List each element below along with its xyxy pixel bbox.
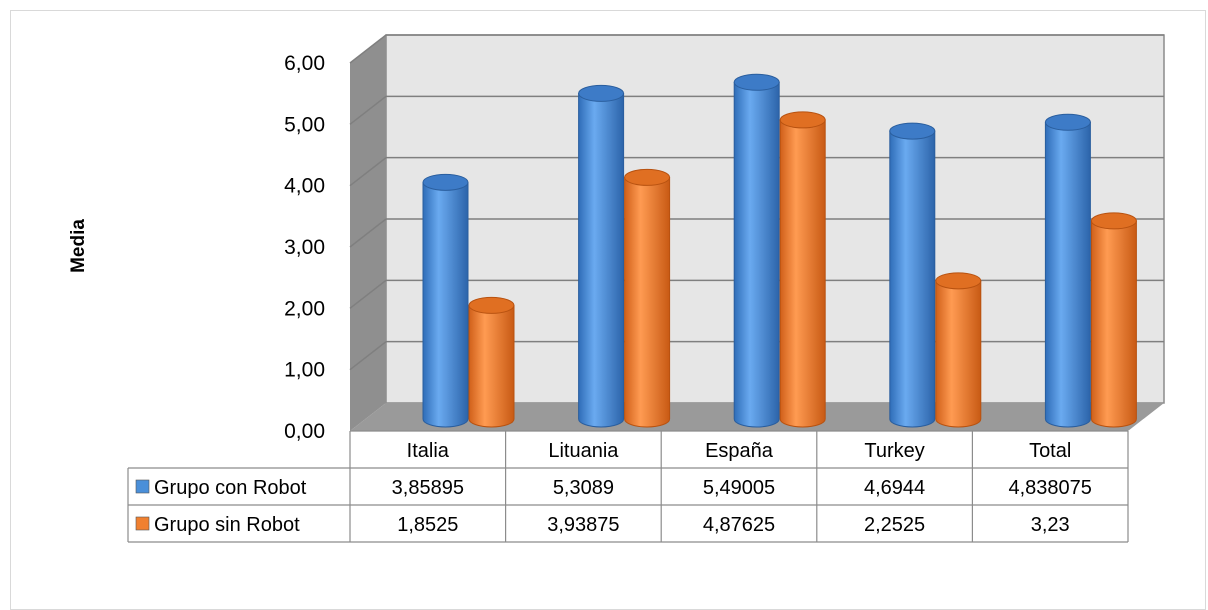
data-label: 4,838075 — [1008, 477, 1091, 499]
data-label: 5,3089 — [553, 477, 614, 499]
x-tick-label: Total — [1029, 440, 1071, 462]
y-tick-label: 2,00 — [284, 297, 325, 320]
bar-body — [935, 280, 982, 428]
y-tick-label: 5,00 — [284, 113, 325, 136]
bars — [422, 73, 1137, 428]
bar — [1090, 212, 1137, 428]
bar-body — [578, 92, 625, 428]
bar-body — [1044, 121, 1091, 428]
bar-chart-3d: 0,00 1,00 2,00 3,00 4,00 5,00 6,00 Media Itali… — [68, 34, 1165, 543]
gridline — [349, 279, 387, 309]
y-tick-label: 3,00 — [284, 236, 325, 259]
bar-top — [1044, 113, 1091, 131]
legend-entry: Grupo sin Robot — [154, 514, 300, 536]
bar — [1044, 113, 1091, 428]
bar — [468, 296, 515, 428]
bar-top — [624, 168, 671, 186]
x-tick-label: España — [705, 440, 774, 462]
bar-top — [578, 84, 625, 102]
data-label: 3,93875 — [547, 514, 619, 536]
x-tick-label: Lituania — [548, 440, 619, 462]
y-tick-label: 0,00 — [284, 420, 325, 443]
data-table: Italia Lituania España Turkey Total Grupo con… — [127, 430, 1129, 543]
gridline — [349, 157, 387, 187]
gridline — [349, 34, 387, 64]
gridline — [349, 218, 387, 248]
bar-body — [468, 304, 515, 428]
bar — [935, 272, 982, 428]
data-label: 2,2525 — [864, 514, 925, 536]
bar-body — [1090, 220, 1137, 428]
y-axis-ticks: 0,00 1,00 2,00 3,00 4,00 5,00 6,00 — [284, 52, 325, 443]
bar — [733, 73, 780, 428]
bar — [889, 122, 936, 428]
bar — [779, 111, 826, 428]
bar-top — [779, 111, 826, 129]
data-label: 1,8525 — [397, 514, 458, 536]
y-tick-label: 4,00 — [284, 175, 325, 198]
legend-key — [135, 516, 150, 531]
data-label: 3,85895 — [392, 477, 464, 499]
bar-body — [733, 81, 780, 428]
data-label: 3,23 — [1031, 514, 1070, 536]
data-label: 5,49005 — [703, 477, 775, 499]
y-axis-label: Media — [68, 219, 89, 273]
bar-top — [889, 122, 936, 140]
bar-top — [935, 272, 982, 290]
bar-top — [1090, 212, 1137, 230]
x-tick-label: Italia — [407, 440, 450, 462]
data-label: 4,6944 — [864, 477, 925, 499]
bar — [624, 168, 671, 428]
bar-top — [733, 73, 780, 91]
bar-body — [889, 130, 936, 428]
bar — [422, 173, 469, 428]
y-tick-label: 6,00 — [284, 52, 325, 75]
bar-body — [422, 181, 469, 428]
y-tick-label: 1,00 — [284, 359, 325, 382]
bar-top — [422, 173, 469, 191]
bar-top — [468, 296, 515, 314]
gridline — [349, 95, 387, 125]
legend-key — [135, 479, 150, 494]
x-tick-label: Turkey — [864, 440, 924, 462]
legend-entry: Grupo con Robot — [154, 477, 307, 499]
bar-body — [779, 119, 826, 428]
bar-body — [624, 176, 671, 428]
data-label: 4,87625 — [703, 514, 775, 536]
gridline — [349, 341, 387, 371]
bar — [578, 84, 625, 428]
